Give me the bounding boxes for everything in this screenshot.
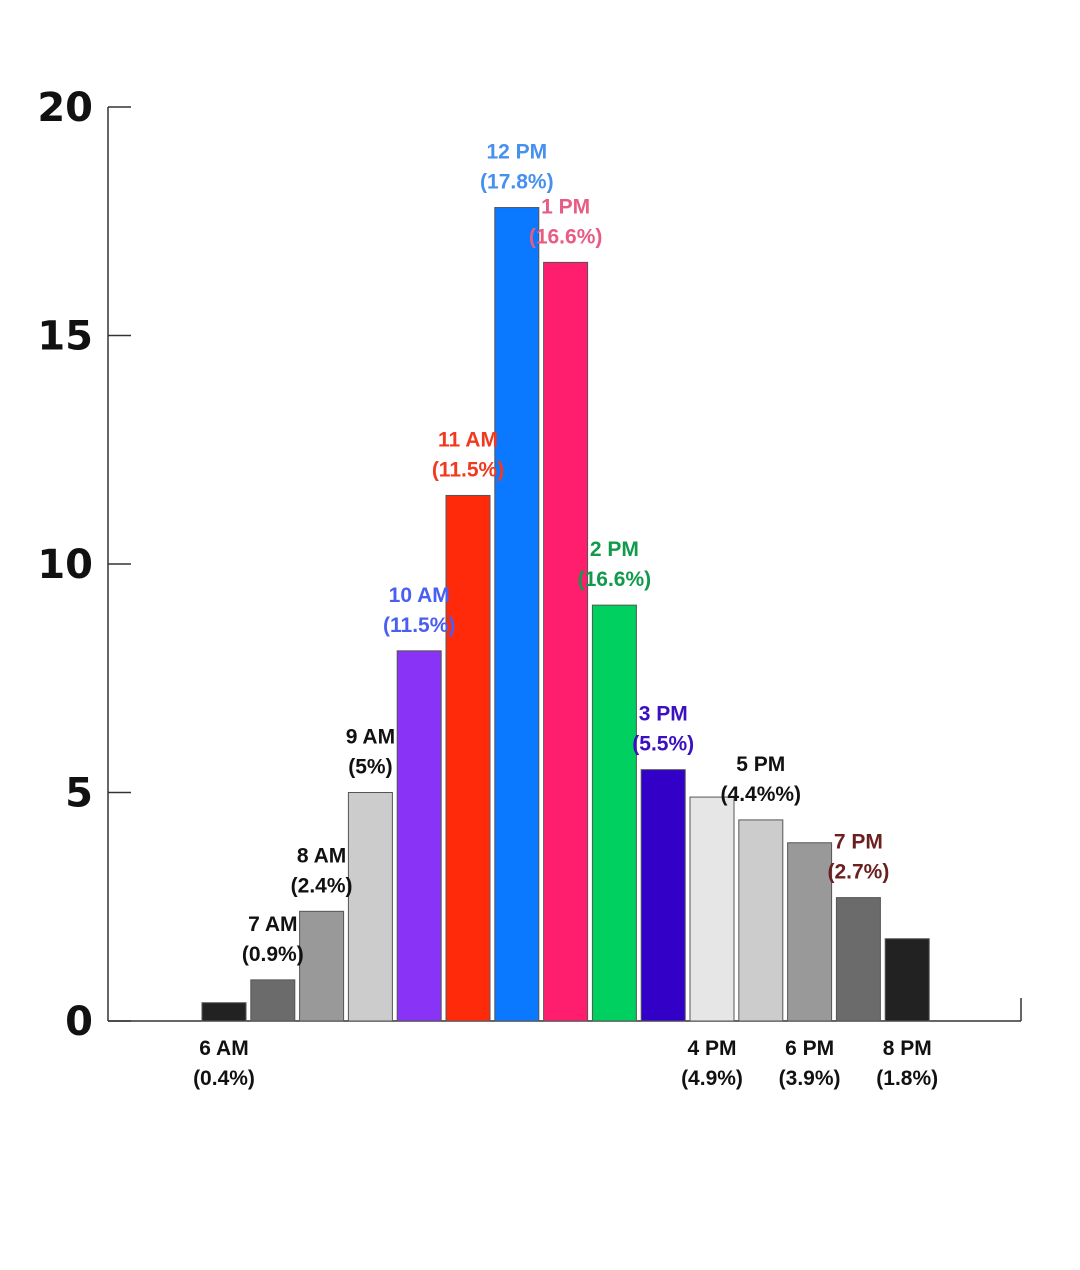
bar-time-label: 8 AM [297,844,346,867]
bar-percent-label: (1.8%) [876,1067,938,1090]
bar [347,792,393,1022]
bar-time-label: 6 PM [785,1037,834,1060]
bar [494,207,540,1022]
bar-time-label: 10 AM [389,584,450,607]
bar-percent-label: (11.5%) [383,614,455,637]
bar [445,494,491,1022]
bar-percent-label: (4.9%) [681,1067,743,1090]
bar-percent-label: (3.9%) [779,1067,841,1090]
bar-percent-label: (2.7%) [827,861,889,884]
y-tick-label: 15 [37,314,93,360]
bar-percent-label: (4.4%%) [721,783,802,806]
bar-labels-group: 6 AM (0.4%) 7 AM (0.9%) 8 AM (2.4%) 9 AM (5%) 10… [193,141,938,1090]
bar [787,842,833,1022]
bar-percent-label: (16.6%) [578,568,652,591]
bar-time-label: 6 AM [199,1037,248,1060]
y-tick-label: 20 [37,85,93,131]
bar-percent-label: (2.4%) [291,874,353,897]
bar-time-label: 3 PM [639,703,688,726]
bar [543,261,589,1022]
y-axis-ticks: 0 5 10 15 20 [37,85,131,1045]
bar-time-label: 4 PM [687,1037,736,1060]
bar-time-label: 7 PM [834,831,883,854]
bar [884,938,930,1022]
bar-time-label: 9 AM [346,726,395,749]
bar [689,796,735,1022]
bar-time-label: 11 AM [438,428,498,451]
y-tick-label: 10 [37,542,93,588]
bar-percent-label: (5.5%) [632,733,694,756]
bar [250,979,296,1022]
bar-percent-label: (0.4%) [193,1067,255,1090]
bars-group [201,207,930,1022]
bar-time-label: 5 PM [736,753,785,776]
bar-time-label: 2 PM [590,538,639,561]
bar-percent-label: (0.9%) [242,943,304,966]
bar-percent-label: (17.8%) [480,171,554,194]
bar [835,897,881,1022]
bar [396,650,442,1022]
bar [640,769,686,1022]
bar [738,819,784,1022]
bar-time-label: 7 AM [248,913,297,936]
bar [201,1002,247,1022]
bar-time-label: 12 PM [486,141,547,164]
bar-time-label: 8 PM [883,1037,932,1060]
bar [299,910,345,1022]
bar-time-label: 1 PM [541,195,590,218]
y-tick-label: 5 [65,771,93,817]
bar-percent-label: (16.6%) [529,225,603,248]
y-tick-label: 0 [65,999,93,1045]
bar-percent-label: (11.5%) [432,458,504,481]
bar [591,604,637,1022]
bar-percent-label: (5%) [348,756,392,779]
